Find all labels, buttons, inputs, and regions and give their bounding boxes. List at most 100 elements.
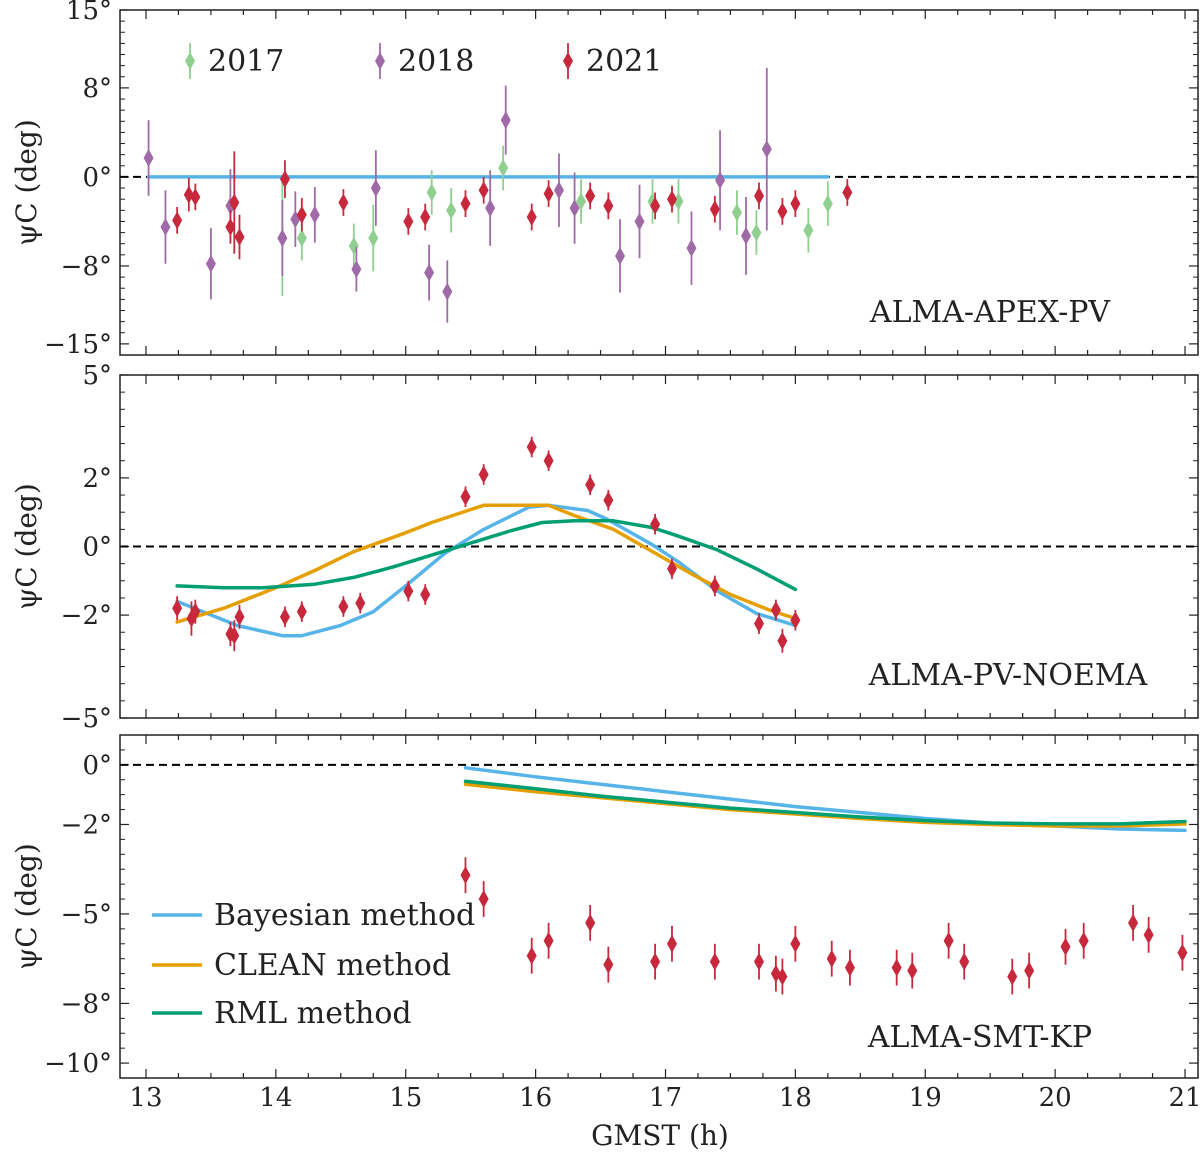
data-point-2018: [686, 239, 697, 258]
data-point-2018: [442, 282, 453, 301]
y-axis-title: ψC (deg): [10, 843, 43, 970]
data-point-2021: [603, 196, 614, 215]
legend-marker: [185, 52, 195, 70]
data-point-2021: [585, 186, 596, 205]
data-point-2017: [803, 221, 814, 240]
data-point-2021: [403, 582, 414, 601]
data-point-2021: [190, 602, 201, 621]
data-point-2021: [709, 952, 720, 971]
model-line-clean: [463, 782, 1187, 828]
data-point-2017: [498, 159, 509, 178]
legend-label: Bayesian method: [214, 898, 475, 933]
x-tick-label: 17: [649, 1083, 682, 1113]
panel-3: −10° −8° −5° −2° 0° ψC (deg) ALMA-SMT-KP Bayesi…: [10, 734, 1200, 1113]
legend-label: 2017: [208, 44, 284, 79]
data-point-2021: [460, 194, 471, 213]
y-tick-label: 2°: [82, 464, 112, 494]
data-point-2021: [190, 187, 201, 206]
data-point-2021: [460, 866, 471, 885]
panel-label: ALMA-SMT-KP: [867, 1020, 1092, 1055]
data-point-2021: [603, 955, 614, 974]
data-point-2017: [751, 223, 762, 242]
legend-marker: [563, 52, 573, 70]
data-point-2021: [526, 946, 537, 965]
panel-2: −5° −2° 0° 2° 5° ψC (deg) ALMA-PV-NOEMA: [10, 361, 1199, 734]
model-line-bayesian: [175, 503, 798, 638]
data-point-2021: [777, 967, 788, 986]
y-tick-label: 0°: [82, 163, 112, 193]
legend-label: 2018: [398, 44, 474, 79]
data-point-2021: [754, 186, 765, 205]
data-point-2018: [160, 218, 171, 237]
y-tick-label: −5°: [61, 900, 112, 930]
data-point-2018: [205, 254, 216, 273]
data-point-2021: [229, 193, 240, 212]
data-point-2021: [183, 185, 194, 204]
data-point-2021: [478, 465, 489, 484]
data-point-2018: [424, 263, 435, 282]
y-axis-title: ψC (deg): [10, 483, 43, 610]
legend-label: RML method: [214, 996, 412, 1031]
data-point-2021: [891, 958, 902, 977]
model-line-bayesian: [463, 766, 1187, 833]
data-point-2021: [225, 218, 236, 237]
data-point-2021: [666, 934, 677, 953]
x-tick-label: 14: [259, 1083, 292, 1113]
y-tick-label: 15°: [66, 0, 112, 26]
y-axis-title: ψC (deg): [10, 119, 43, 246]
data-point-2021: [420, 208, 431, 226]
data-point-2021: [790, 194, 801, 213]
y-tick-label: −10°: [44, 1049, 112, 1079]
legend-label: 2021: [586, 44, 662, 79]
data-point-2021: [460, 487, 471, 506]
data-point-2021: [1007, 967, 1018, 986]
data-point-2021: [172, 211, 183, 230]
data-point-2021: [172, 599, 183, 618]
legend-marker: [375, 52, 385, 70]
data-point-2017: [348, 236, 359, 255]
data-point-2017: [576, 192, 587, 211]
legend-label: CLEAN method: [214, 948, 451, 983]
data-point-2021: [790, 611, 801, 630]
x-tick-label: 18: [779, 1083, 812, 1113]
data-point-2021: [777, 631, 788, 650]
data-point-2021: [585, 475, 596, 494]
data-point-2021: [478, 181, 489, 200]
data-point-2021: [790, 934, 801, 953]
data-point-2018: [309, 205, 320, 224]
data-point-2021: [229, 626, 240, 645]
panel-label: ALMA-PV-NOEMA: [868, 658, 1148, 693]
data-point-2021: [1024, 961, 1035, 980]
data-point-2021: [585, 913, 596, 932]
data-point-2021: [1143, 925, 1154, 944]
data-point-2018: [715, 171, 726, 190]
y-tick-label: −15°: [44, 330, 112, 360]
data-point-2021: [666, 190, 677, 209]
data-point-2021: [826, 949, 837, 968]
model-line-rml: [175, 519, 798, 592]
data-point-2021: [234, 607, 245, 626]
y-tick-label: 0°: [82, 533, 112, 563]
data-point-2021: [907, 961, 918, 980]
x-tick-label: 21: [1168, 1083, 1200, 1113]
data-point-2017: [296, 229, 307, 248]
x-axis-title: GMST (h): [591, 1119, 729, 1152]
data-point-2021: [754, 614, 765, 633]
data-point-2021: [355, 594, 366, 613]
data-point-2021: [403, 212, 414, 231]
data-point-2021: [650, 196, 661, 215]
data-point-2018: [143, 149, 154, 168]
data-point-2021: [842, 183, 853, 202]
data-point-2021: [770, 600, 781, 619]
data-point-2018: [553, 181, 564, 200]
data-point-2018: [615, 246, 626, 265]
data-point-2018: [277, 229, 288, 248]
y-tick-label: −8°: [61, 252, 112, 282]
x-tick-label: 13: [129, 1083, 162, 1113]
data-point-2021: [1128, 913, 1139, 932]
data-point-2017: [822, 194, 833, 213]
data-point-2021: [526, 208, 537, 226]
data-point-2021: [709, 576, 720, 595]
